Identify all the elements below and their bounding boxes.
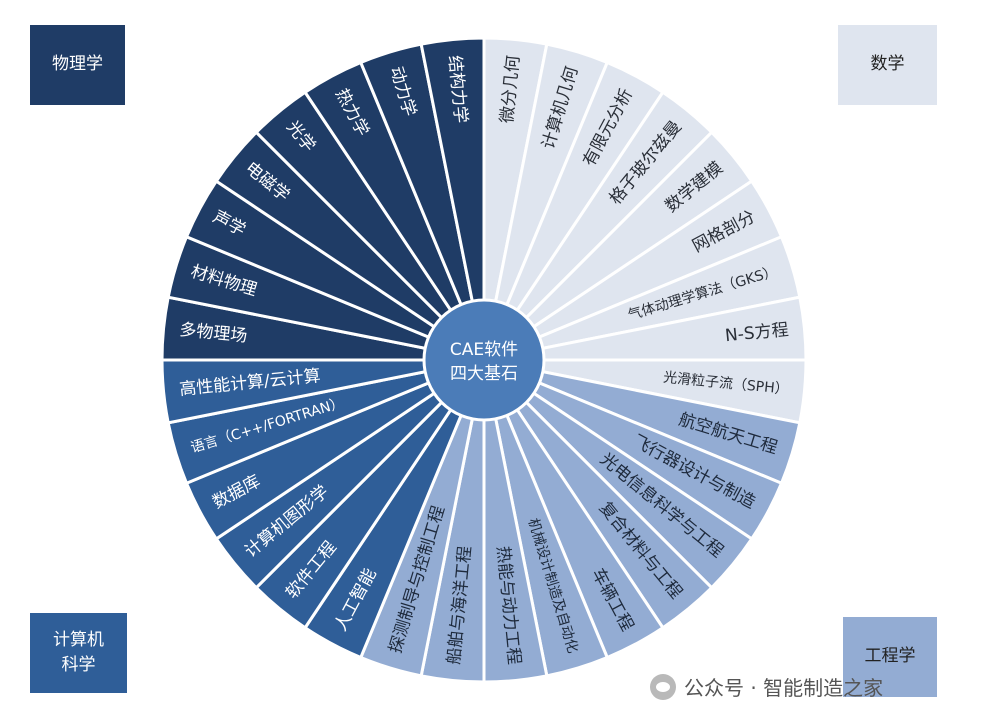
watermark-text: 公众号 · 智能制造之家 [684,676,884,700]
corner-engineering: 工程学 [843,617,937,697]
center-circle [422,298,546,422]
corner-computer: 计算机 科学 [30,613,127,693]
watermark: 公众号 · 智能制造之家 [650,672,883,701]
corner-math: 数学 [838,25,937,105]
center-label: CAE软件 [450,340,518,360]
corner-physics: 物理学 [30,25,125,105]
wechat-icon [650,673,676,700]
center-label: 四大基石 [450,364,518,384]
segment-physics [419,36,486,361]
